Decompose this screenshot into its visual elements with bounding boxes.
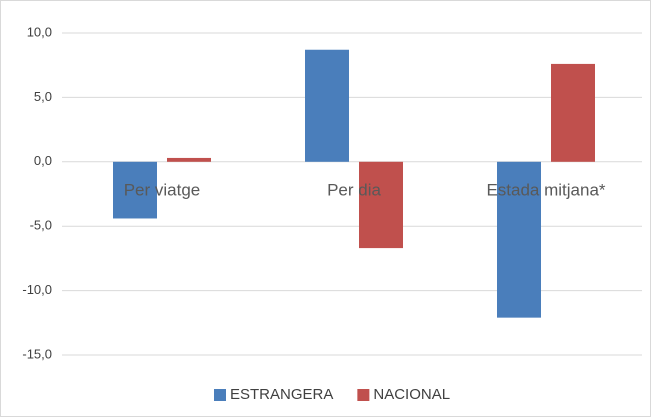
x-tick-label: Per viatge	[124, 180, 201, 199]
bar	[167, 157, 211, 162]
y-tick-label: -15,0	[22, 346, 52, 361]
bar	[305, 49, 349, 162]
x-tick-label: Estada mitjana*	[486, 180, 605, 199]
y-tick-label: -10,0	[22, 282, 52, 297]
legend-swatch	[357, 389, 370, 401]
legend-swatch	[214, 389, 226, 401]
bar	[113, 161, 157, 219]
y-tick-label: 0,0	[34, 153, 52, 168]
legend-label: ESTRANGERA	[230, 386, 333, 403]
y-tick-label: 5,0	[34, 89, 52, 104]
y-tick-label: -5,0	[30, 218, 52, 233]
bar	[497, 161, 541, 318]
bar	[359, 161, 403, 249]
x-tick-label: Per dia	[327, 180, 381, 199]
bar	[551, 63, 595, 162]
legend-label: NACIONAL	[373, 386, 450, 403]
y-tick-label: 10,0	[27, 24, 52, 39]
